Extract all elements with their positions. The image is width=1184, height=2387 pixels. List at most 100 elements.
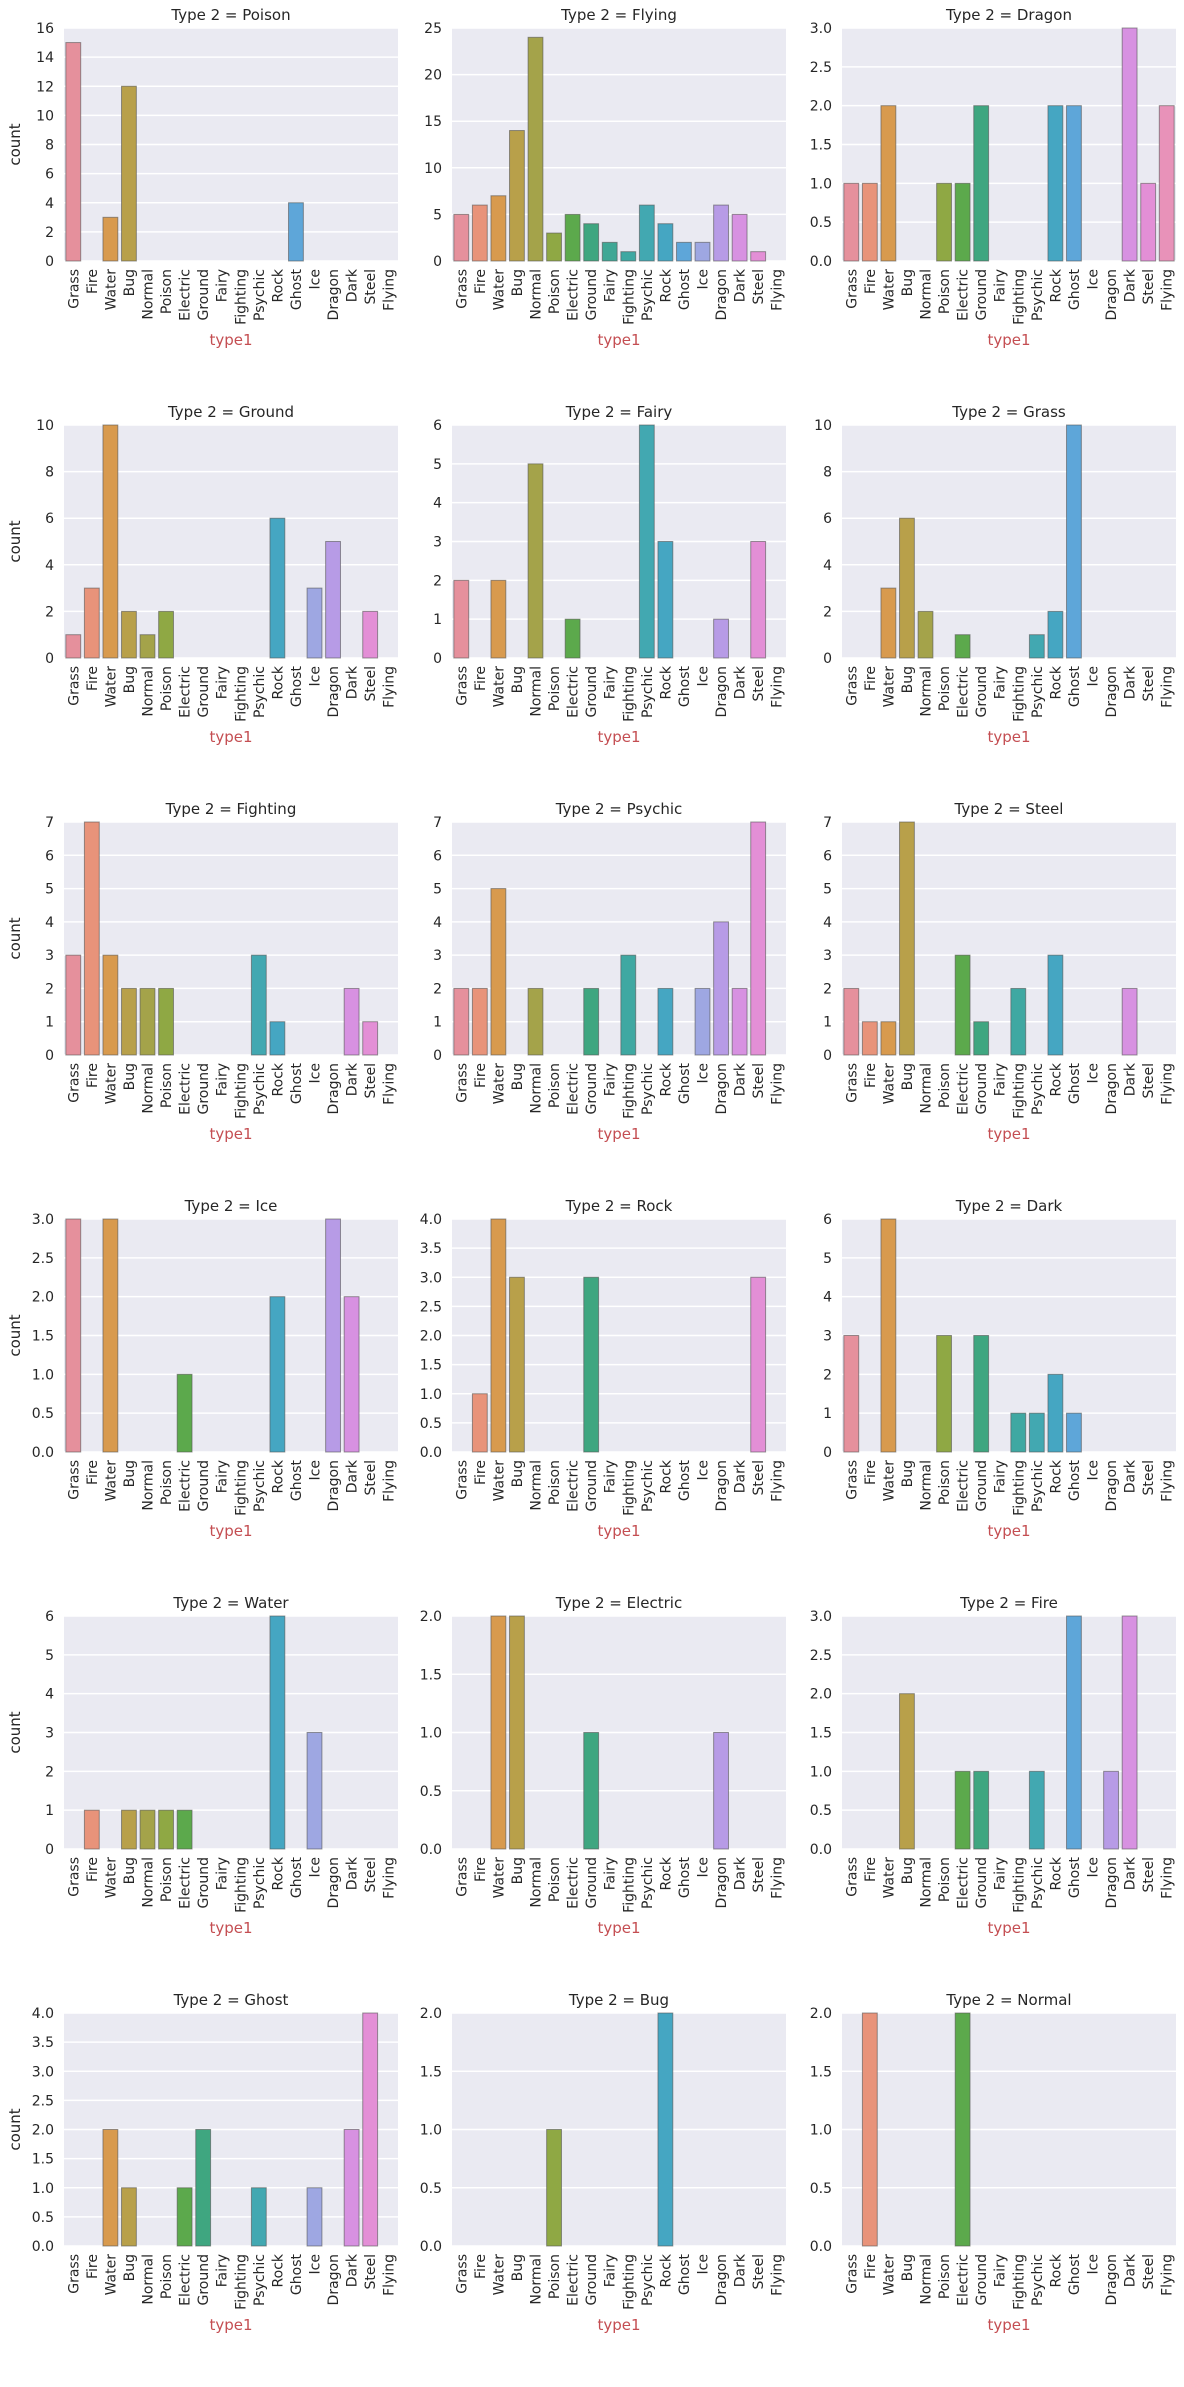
facet-panel: 0.0 0.5 1.0 1.5 2.0 2.5 3.0 3.5 4.0 Grass Fire Wate…: [420, 1197, 786, 1540]
bar-water: [490, 888, 507, 1056]
y-tick-label: 1: [823, 1015, 832, 1031]
x-tick-label: Ground: [584, 1857, 600, 1909]
x-tick-label: Dark: [1123, 1062, 1139, 1096]
x-tick-label: Fairy: [603, 269, 619, 302]
bar-ice: [694, 987, 711, 1056]
y-tick-label: 6: [45, 848, 54, 864]
x-tick-label: Fighting: [233, 1063, 249, 1119]
x-tick-label: Water: [103, 666, 119, 708]
y-tick-label: 0.0: [810, 2239, 832, 2255]
x-tick-label: Electric: [178, 1857, 194, 1909]
bar-bug: [509, 1615, 525, 1850]
y-tick-label: 2: [823, 981, 832, 997]
x-tick-label: Fire: [863, 1857, 879, 1882]
x-tick-label: Dark: [733, 665, 749, 699]
bar-water: [880, 587, 897, 659]
y-tick-label: 14: [36, 50, 54, 66]
x-tick-label: Ice: [1086, 2254, 1102, 2274]
x-tick-label: Fairy: [603, 666, 619, 699]
bar-normal: [139, 1809, 156, 1850]
bar-grass: [65, 954, 82, 1056]
x-tick-label: Rock: [1048, 1459, 1064, 1493]
facet-panel: 0 1 2 3 4 5 6 Grass Fire Water Bug Normal Poison Elec…: [433, 403, 786, 746]
y-tick-label: 2.5: [810, 1648, 832, 1664]
x-tick-label: Ground: [196, 666, 212, 718]
bar-fire: [861, 182, 878, 262]
x-tick-label: Dark: [345, 1856, 361, 1890]
panel-title: Type 2 = Poison: [170, 6, 290, 24]
x-tick-label: Psychic: [640, 666, 656, 718]
x-tick-label: Fire: [863, 2254, 879, 2279]
bar-electric: [176, 2187, 193, 2247]
x-tick-label: Flying: [382, 666, 398, 708]
panel-title: Type 2 = Rock: [565, 1197, 673, 1215]
x-tick-label: Dark: [1123, 268, 1139, 302]
x-tick-label: Dark: [1123, 665, 1139, 699]
y-tick-label: 3.5: [32, 2035, 54, 2051]
x-tick-label: Water: [103, 2254, 119, 2296]
y-tick-label: 2: [45, 225, 54, 241]
facet-panel: 0 5 10 15 20 25 Grass Fire Water Bug Normal Poison E…: [424, 6, 786, 349]
x-tick-label: Grass: [844, 1857, 860, 1897]
x-tick-label: Flying: [382, 269, 398, 311]
bar-fire: [861, 2012, 878, 2247]
x-tick-label: Dark: [1123, 1856, 1139, 1890]
plot-area: [842, 425, 1176, 658]
x-tick-label: Normal: [529, 1857, 545, 1908]
y-tick-label: 0.5: [420, 1784, 442, 1800]
x-tick-label: Dark: [345, 1062, 361, 1096]
bar-psychic: [250, 954, 267, 1056]
bar-steel: [750, 251, 767, 262]
x-tick-label: Bug: [900, 2254, 916, 2281]
bar-steel: [750, 541, 767, 659]
x-tick-label: Flying: [382, 1857, 398, 1899]
bar-rock: [657, 223, 674, 262]
x-tick-label: Rock: [270, 665, 286, 699]
bar-ghost: [1066, 1412, 1082, 1453]
x-tick-label: Fighting: [1011, 269, 1027, 325]
x-tick-label: Psychic: [1030, 1857, 1046, 1909]
x-tick-label: Ice: [696, 1460, 712, 1480]
y-tick-label: 1: [45, 1803, 54, 1819]
bar-bug: [121, 987, 137, 1056]
bar-dark: [343, 987, 360, 1056]
x-tick-label: Flying: [770, 1857, 786, 1899]
x-tick-label: Ground: [584, 2254, 600, 2306]
y-tick-label: 0.5: [810, 2181, 832, 2197]
x-tick-label: Ghost: [289, 1062, 305, 1104]
bar-dragon: [713, 204, 729, 262]
x-tick-label: Ghost: [1067, 1459, 1083, 1501]
y-tick-label: 1.0: [810, 2123, 832, 2139]
x-tick-label: Fighting: [1011, 1857, 1027, 1913]
x-tick-label: Normal: [919, 1857, 935, 1908]
y-tick-label: 0: [433, 254, 442, 270]
x-tick-label: Ice: [1086, 269, 1102, 289]
bar-steel: [750, 1276, 767, 1453]
bar-dark: [1121, 987, 1138, 1056]
bar-dark: [1121, 27, 1138, 262]
bar-dark: [343, 1296, 360, 1453]
x-tick-label: Ice: [308, 666, 324, 686]
bar-steel: [1140, 182, 1157, 262]
x-tick-label: Electric: [566, 1063, 582, 1115]
bar-psychic: [1028, 634, 1045, 659]
y-tick-label: 7: [823, 815, 832, 831]
y-tick-label: 3.0: [810, 21, 832, 37]
bar-poison: [546, 2129, 562, 2247]
x-tick-label: Bug: [900, 1460, 916, 1487]
x-tick-label: Ground: [974, 1460, 990, 1512]
y-tick-label: 2: [433, 573, 442, 589]
x-tick-label: Ice: [696, 269, 712, 289]
x-tick-label: Bug: [510, 1063, 526, 1090]
y-tick-label: 3: [45, 948, 54, 964]
x-tick-label: Fire: [85, 666, 101, 691]
y-tick-label: 1.5: [420, 1358, 442, 1374]
x-tick-label: Ghost: [677, 1856, 693, 1898]
x-tick-label: Grass: [66, 269, 82, 309]
x-tick-label: Grass: [454, 2254, 470, 2294]
x-tick-label: Dragon: [714, 1063, 730, 1114]
x-tick-label: Electric: [566, 2254, 582, 2306]
y-tick-label: 2.5: [420, 1299, 442, 1315]
